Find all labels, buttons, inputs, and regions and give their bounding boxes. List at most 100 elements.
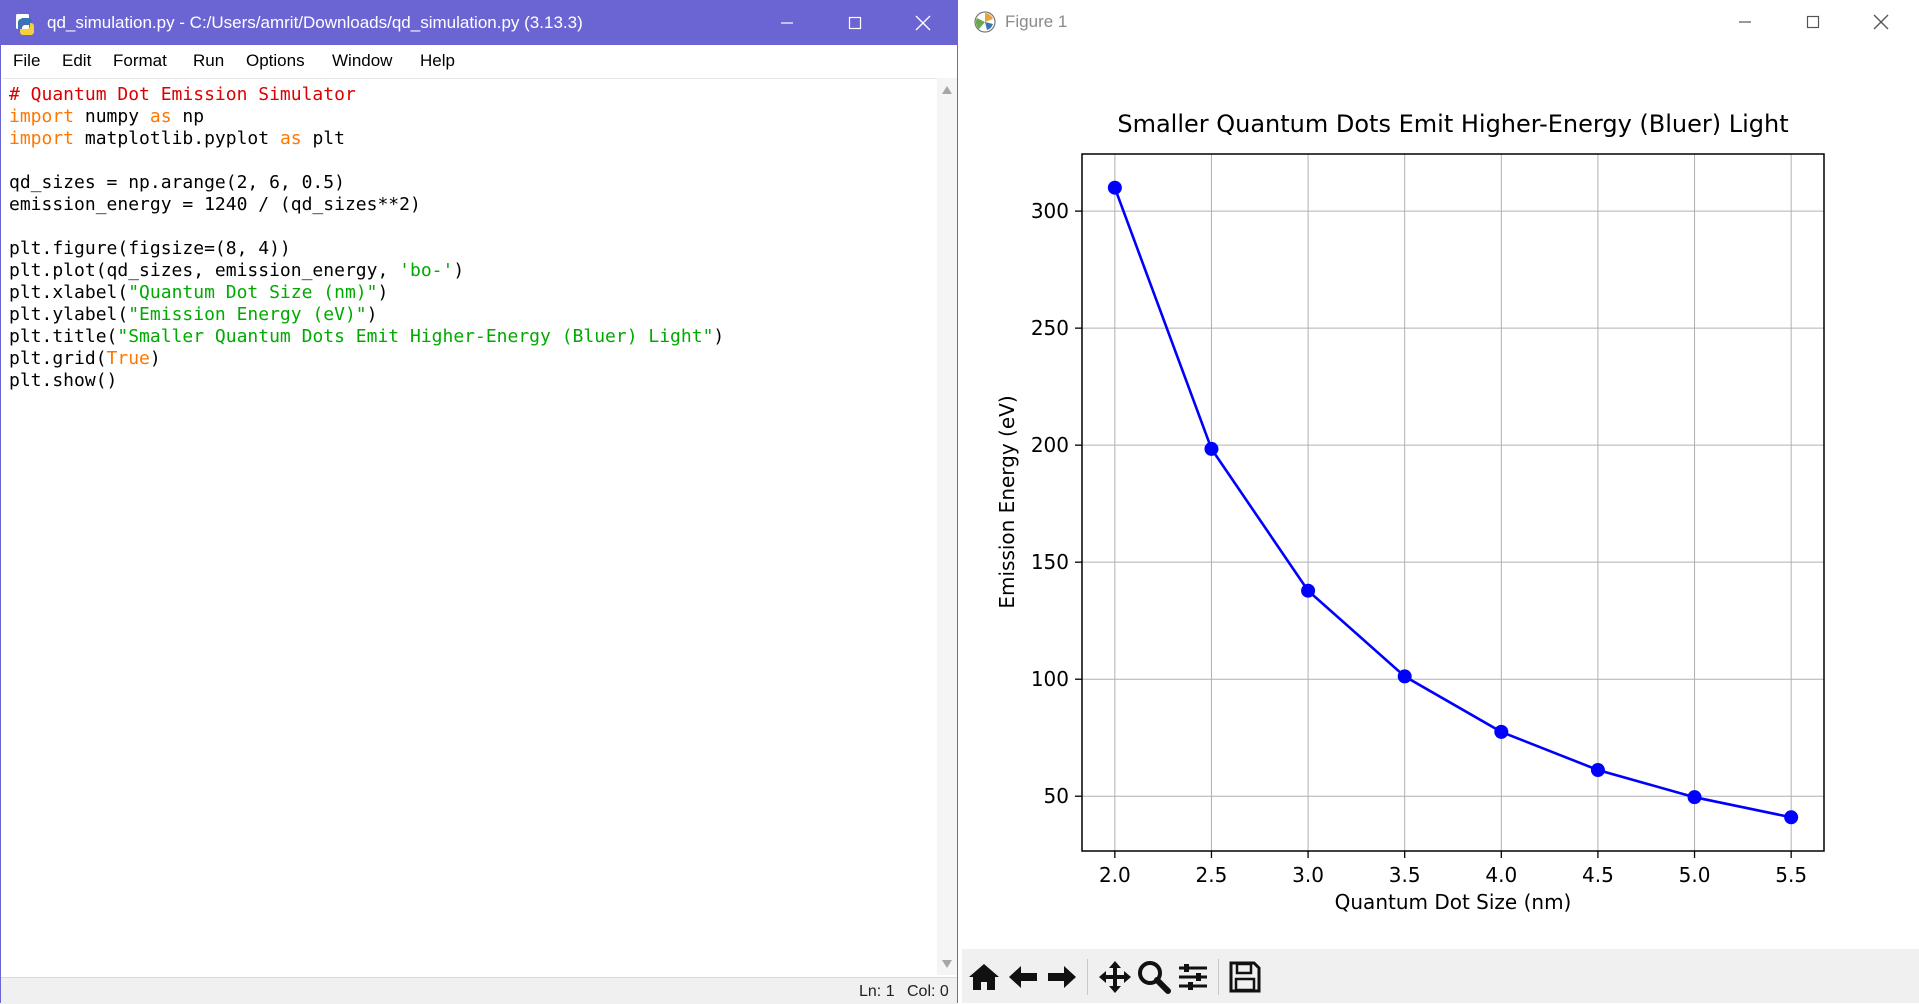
menu-run[interactable]: Run	[193, 51, 225, 70]
idle-editor-window: qd_simulation.py - C:/Users/amrit/Downlo…	[0, 0, 958, 1004]
x-tick-label: 3.0	[1292, 863, 1324, 887]
code-token: emission_energy = 1240 / (qd_sizes**2)	[9, 194, 421, 215]
code-token: "Emission Energy (eV)"	[128, 304, 367, 325]
zoom-icon[interactable]	[1136, 959, 1172, 995]
menu-file[interactable]: File	[13, 51, 41, 70]
editor-scrollbar[interactable]	[937, 78, 957, 975]
code-token: plt.figure(figsize=(8, 4))	[9, 238, 291, 259]
code-token: "Smaller Quantum Dots Emit Higher-Energy…	[117, 326, 714, 347]
figure-close-button[interactable]	[1847, 0, 1915, 44]
x-axis-label: Quantum Dot Size (nm)	[1335, 890, 1572, 914]
figure-maximize-button[interactable]	[1779, 0, 1847, 44]
maximize-icon	[848, 16, 862, 30]
close-icon	[1873, 14, 1889, 30]
code-line[interactable]: import matplotlib.pyplot as plt	[9, 128, 345, 150]
x-tick-label: 5.5	[1775, 863, 1807, 887]
code-line[interactable]: plt.figure(figsize=(8, 4))	[9, 238, 291, 260]
code-line[interactable]: import numpy as np	[9, 106, 204, 128]
y-tick-label: 200	[1031, 433, 1069, 457]
code-token: plt	[301, 128, 345, 149]
back-arrow-icon[interactable]	[1005, 959, 1041, 995]
menu-options[interactable]: Options	[246, 51, 305, 70]
code-line[interactable]: plt.xlabel("Quantum Dot Size (nm)")	[9, 282, 388, 304]
scroll-down-icon[interactable]	[942, 960, 952, 968]
data-point	[1107, 180, 1122, 195]
code-token: )	[366, 304, 378, 325]
code-line[interactable]: plt.show()	[9, 370, 117, 392]
toolbar-separator	[1087, 959, 1088, 995]
code-line[interactable]: plt.ylabel("Emission Energy (eV)")	[9, 304, 377, 326]
editor-statusbar: Ln: 1 Col: 0	[1, 977, 957, 1004]
code-line[interactable]: plt.plot(qd_sizes, emission_energy, 'bo-…	[9, 260, 464, 282]
code-token: )	[453, 260, 465, 281]
pan-icon[interactable]	[1097, 959, 1133, 995]
menu-window[interactable]: Window	[332, 51, 393, 70]
code-line[interactable]: emission_energy = 1240 / (qd_sizes**2)	[9, 194, 421, 216]
editor-minimize-button[interactable]	[753, 1, 821, 45]
code-token: plt.xlabel(	[9, 282, 129, 303]
code-token: plt.grid(	[9, 348, 107, 369]
code-token: plt.show()	[9, 370, 118, 391]
status-line: Ln: 1	[859, 983, 895, 1000]
figure-titlebar[interactable]: Figure 1	[962, 0, 1919, 44]
editor-maximize-button[interactable]	[821, 1, 889, 45]
data-point	[1687, 790, 1702, 805]
code-token: as	[279, 128, 302, 149]
code-token: as	[149, 106, 172, 127]
x-tick-label: 2.0	[1099, 863, 1131, 887]
x-tick-label: 3.5	[1389, 863, 1421, 887]
code-token: plt.title(	[9, 326, 118, 347]
editor-close-button[interactable]	[889, 1, 957, 45]
menu-edit[interactable]: Edit	[62, 51, 92, 70]
y-tick-label: 300	[1031, 199, 1069, 223]
code-line[interactable]: plt.grid(True)	[9, 348, 161, 370]
code-token: matplotlib.pyplot	[74, 128, 280, 149]
y-tick-label: 100	[1031, 667, 1069, 691]
python-icon	[16, 14, 34, 35]
y-tick-label: 250	[1031, 316, 1069, 340]
code-token: qd_sizes = np.arange(2, 6, 0.5)	[9, 172, 345, 193]
data-point	[1397, 669, 1412, 684]
home-icon[interactable]	[966, 959, 1002, 995]
scroll-up-icon[interactable]	[942, 86, 952, 94]
menu-format[interactable]: Format	[113, 51, 167, 70]
emission-energy-chart: Smaller Quantum Dots Emit Higher-Energy …	[995, 110, 1825, 914]
code-token: plt.plot(qd_sizes, emission_energy,	[9, 260, 400, 281]
code-line[interactable]: # Quantum Dot Emission Simulator	[9, 84, 356, 106]
editor-titlebar[interactable]: qd_simulation.py - C:/Users/amrit/Downlo…	[1, 1, 957, 45]
forward-arrow-icon[interactable]	[1044, 959, 1080, 995]
code-editor[interactable]: # Quantum Dot Emission Simulator import n…	[3, 78, 937, 976]
data-point	[1301, 583, 1316, 598]
code-token: # Quantum Dot Emission Simulator	[9, 84, 356, 105]
editor-title: qd_simulation.py - C:/Users/amrit/Downlo…	[47, 13, 583, 32]
x-tick-label: 5.0	[1679, 863, 1711, 887]
minimize-icon	[781, 22, 793, 24]
code-token: )	[377, 282, 389, 303]
x-tick-label: 2.5	[1196, 863, 1228, 887]
y-axis-label: Emission Energy (eV)	[995, 395, 1019, 608]
code-token: numpy	[74, 106, 150, 127]
minimize-icon	[1739, 21, 1751, 23]
menu-help[interactable]: Help	[420, 51, 455, 70]
plot-area-frame	[1081, 153, 1825, 852]
toolbar-separator	[1218, 959, 1219, 995]
code-token: )	[713, 326, 725, 347]
code-line[interactable]: qd_sizes = np.arange(2, 6, 0.5)	[9, 172, 345, 194]
configure-subplots-icon[interactable]	[1175, 959, 1211, 995]
figure-window: Figure 1 Smaller Quantum Dots Emit Highe…	[962, 0, 1919, 1003]
figure-title: Figure 1	[1005, 12, 1068, 31]
data-point	[1204, 441, 1219, 456]
figure-minimize-button[interactable]	[1711, 0, 1779, 44]
code-token: np	[171, 106, 205, 127]
code-line[interactable]: plt.title("Smaller Quantum Dots Emit Hig…	[9, 326, 724, 348]
code-token: True	[106, 348, 150, 369]
code-token: import	[9, 106, 75, 127]
code-token: "Quantum Dot Size (nm)"	[128, 282, 378, 303]
save-icon[interactable]	[1227, 959, 1263, 995]
status-column: Col: 0	[907, 983, 949, 1000]
data-point	[1494, 724, 1509, 739]
data-point	[1590, 763, 1605, 778]
y-tick-label: 150	[1031, 550, 1069, 574]
figure-toolbar	[962, 949, 1919, 1003]
data-point	[1784, 810, 1799, 825]
